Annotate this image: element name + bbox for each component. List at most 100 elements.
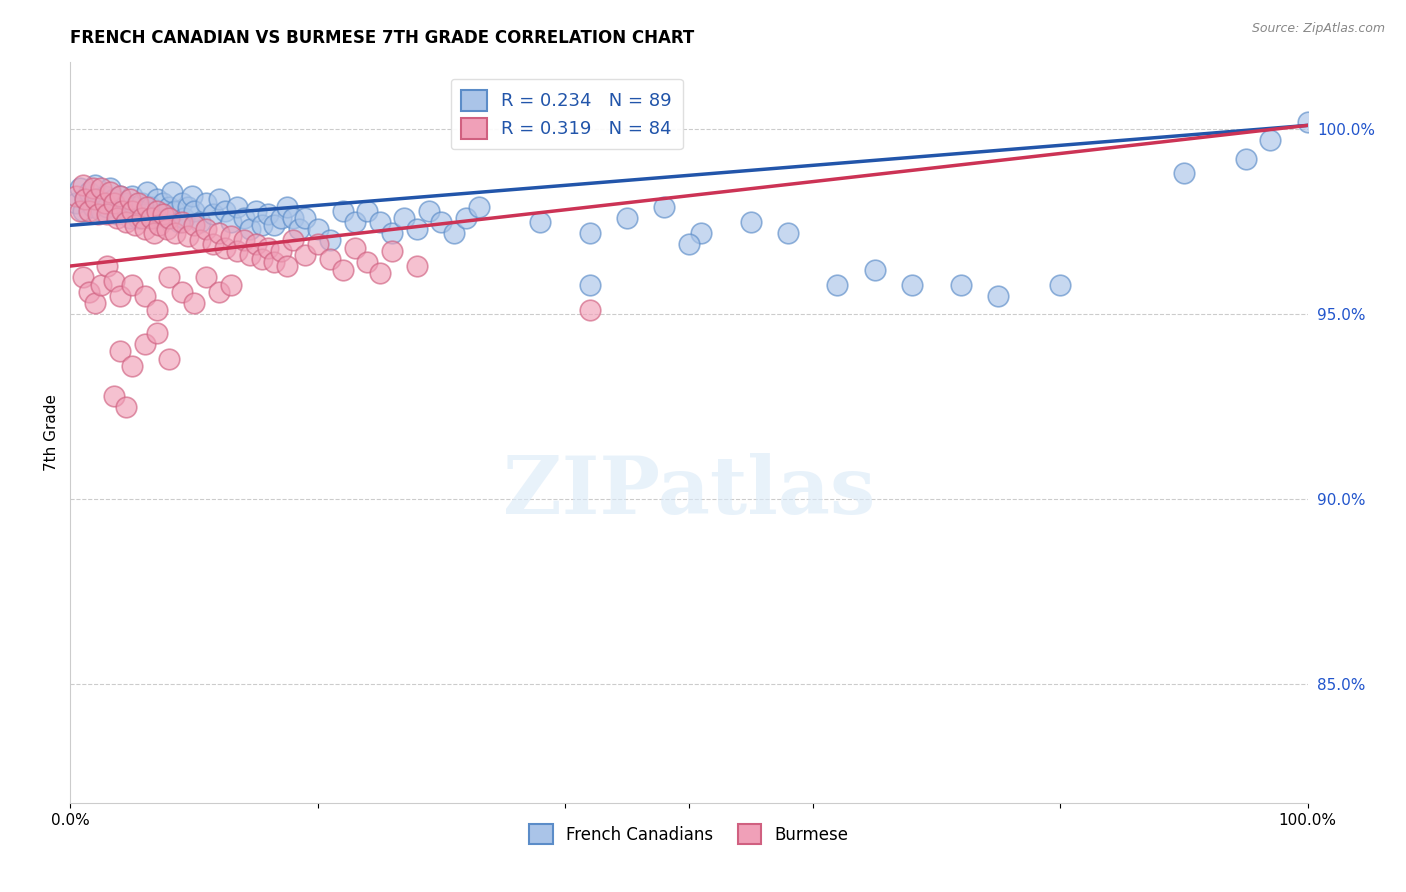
Point — [1173, 167, 1195, 181]
Point — [143, 211, 166, 225]
Point — [121, 188, 143, 202]
Point — [579, 226, 602, 240]
Point — [343, 214, 366, 228]
Point — [167, 214, 190, 228]
Point — [281, 211, 304, 225]
Point — [139, 211, 162, 225]
Point — [430, 214, 453, 228]
Point — [127, 196, 149, 211]
Point — [82, 181, 104, 195]
Point — [134, 222, 156, 236]
Point — [245, 236, 267, 251]
Point — [148, 219, 170, 233]
Point — [69, 203, 91, 218]
Point — [467, 200, 489, 214]
Point — [332, 262, 354, 277]
Point — [987, 288, 1010, 302]
Point — [1049, 277, 1071, 292]
Point — [84, 178, 107, 192]
Point — [72, 270, 94, 285]
Point — [96, 200, 118, 214]
Point — [72, 203, 94, 218]
Point — [456, 211, 478, 225]
Point — [115, 400, 138, 414]
Point — [115, 196, 138, 211]
Point — [319, 233, 342, 247]
Y-axis label: 7th Grade: 7th Grade — [44, 394, 59, 471]
Point — [226, 244, 249, 259]
Text: ZIPatlas: ZIPatlas — [503, 453, 875, 531]
Point — [118, 193, 141, 207]
Point — [103, 274, 125, 288]
Point — [183, 296, 205, 310]
Point — [131, 211, 153, 225]
Point — [443, 226, 465, 240]
Point — [134, 288, 156, 302]
Point — [678, 236, 700, 251]
Point — [96, 259, 118, 273]
Point — [405, 259, 427, 273]
Point — [165, 203, 187, 218]
Point — [170, 214, 193, 228]
Point — [529, 214, 551, 228]
Point — [183, 219, 205, 233]
Point — [146, 203, 169, 218]
Point — [195, 270, 218, 285]
Point — [1296, 114, 1319, 128]
Point — [84, 296, 107, 310]
Point — [111, 203, 134, 218]
Point — [863, 262, 886, 277]
Point — [195, 196, 218, 211]
Point — [157, 211, 180, 225]
Point — [250, 252, 273, 266]
Point — [156, 222, 179, 236]
Point — [152, 196, 174, 211]
Point — [118, 211, 141, 225]
Point — [579, 303, 602, 318]
Point — [356, 255, 378, 269]
Point — [86, 207, 108, 221]
Point — [146, 303, 169, 318]
Point — [226, 200, 249, 214]
Point — [307, 222, 329, 236]
Point — [208, 193, 231, 207]
Point — [156, 211, 179, 225]
Point — [232, 211, 254, 225]
Point — [740, 214, 762, 228]
Point — [90, 203, 112, 218]
Point — [356, 203, 378, 218]
Point — [827, 277, 849, 292]
Point — [157, 351, 180, 366]
Point — [201, 236, 224, 251]
Point — [332, 203, 354, 218]
Point — [294, 248, 316, 262]
Point — [652, 200, 675, 214]
Point — [950, 277, 973, 292]
Point — [124, 200, 146, 214]
Point — [208, 285, 231, 299]
Text: FRENCH CANADIAN VS BURMESE 7TH GRADE CORRELATION CHART: FRENCH CANADIAN VS BURMESE 7TH GRADE COR… — [70, 29, 695, 47]
Point — [165, 226, 187, 240]
Point — [177, 200, 200, 214]
Point — [288, 222, 311, 236]
Point — [77, 185, 100, 199]
Text: Source: ZipAtlas.com: Source: ZipAtlas.com — [1251, 22, 1385, 36]
Point — [294, 211, 316, 225]
Point — [108, 188, 131, 202]
Point — [257, 241, 280, 255]
Point — [188, 214, 211, 228]
Point — [173, 211, 195, 225]
Point — [152, 207, 174, 221]
Point — [84, 193, 107, 207]
Point — [157, 270, 180, 285]
Point — [124, 219, 146, 233]
Point — [239, 222, 262, 236]
Legend: French Canadians, Burmese: French Canadians, Burmese — [519, 814, 859, 854]
Point — [263, 255, 285, 269]
Point — [96, 207, 118, 221]
Point — [108, 288, 131, 302]
Point — [121, 203, 143, 218]
Point — [1234, 152, 1257, 166]
Point — [134, 207, 156, 221]
Point — [381, 244, 404, 259]
